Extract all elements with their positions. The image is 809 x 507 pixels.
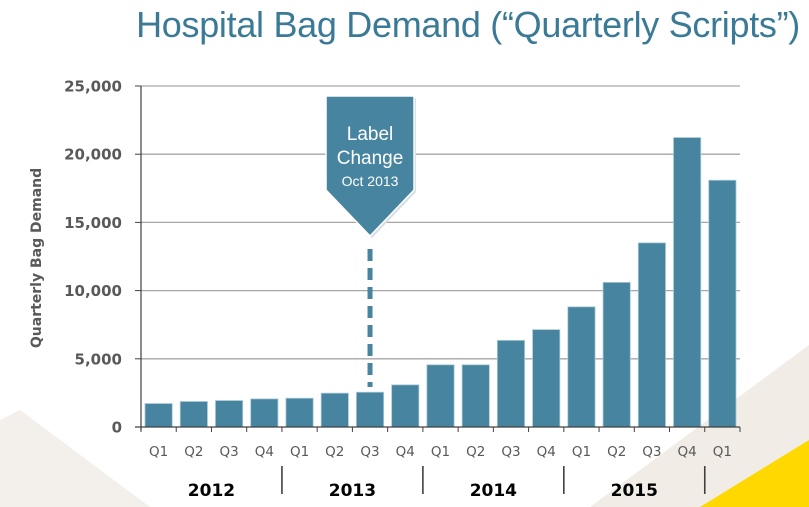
x-tick-label: Q4 [678, 444, 697, 460]
callout-line-3: Oct 2013 [342, 173, 399, 189]
y-tick-label: 5,000 [75, 350, 122, 368]
x-tick-label: Q4 [255, 444, 274, 460]
year-label: 2013 [329, 481, 376, 501]
bar [320, 392, 349, 428]
x-tick-label: Q1 [290, 444, 309, 460]
x-tick-label: Q2 [607, 444, 626, 460]
x-axis-ticks: Q1 Q2 Q3 Q4 Q1 Q2 Q3 Q4 Q1 Q2 Q3 Q4 Q1 Q2 Q3 Q4 Q1 [140, 427, 741, 460]
callout-arrow-shape [325, 95, 415, 238]
chart-title: Hospital Bag Demand (“Quarterly Scripts”… [136, 4, 800, 45]
x-tick-label: Q2 [466, 444, 485, 460]
bar [602, 282, 631, 428]
x-tick-label: Q1 [149, 444, 168, 460]
bar [179, 401, 208, 428]
background-swoosh-left [0, 410, 150, 507]
x-tick-label: Q4 [537, 444, 556, 460]
y-tick-label: 25,000 [64, 78, 122, 96]
year-labels: 2012 2013 2014 2015 [188, 466, 706, 501]
bar [391, 384, 420, 428]
bar [461, 364, 490, 428]
axes [135, 86, 740, 431]
year-label: 2014 [470, 481, 517, 501]
x-tick-label: Q2 [184, 444, 203, 460]
bar [673, 137, 702, 428]
bar [215, 400, 244, 428]
bar [144, 403, 173, 428]
bar [496, 339, 525, 428]
y-tick-label: 20,000 [64, 146, 122, 164]
bar [250, 398, 279, 428]
label-change-callout: Label Change Oct 2013 [325, 95, 417, 387]
callout-line-2: Change [337, 148, 404, 169]
bar [356, 391, 385, 428]
bar [567, 306, 596, 428]
x-tick-label: Q3 [219, 444, 238, 460]
x-tick-label: Q2 [325, 444, 344, 460]
y-axis-label: Quarterly Bag Demand [29, 168, 45, 348]
bar [426, 364, 455, 428]
y-axis-ticks: 0 5,000 10,000 15,000 20,000 25,000 [64, 78, 141, 437]
bar [708, 179, 737, 428]
background-yellow-accent [700, 440, 809, 507]
x-tick-label: Q3 [360, 444, 379, 460]
x-tick-label: Q1 [431, 444, 450, 460]
callout-line-1: Label [347, 124, 394, 145]
y-tick-label: 0 [112, 419, 122, 437]
y-tick-label: 10,000 [64, 282, 122, 300]
bars [144, 137, 737, 428]
bar [637, 242, 666, 428]
x-tick-label: Q1 [572, 444, 591, 460]
bar [532, 329, 561, 428]
y-tick-label: 15,000 [64, 214, 122, 232]
x-tick-label: Q3 [642, 444, 661, 460]
x-tick-label: Q1 [713, 444, 732, 460]
year-label: 2015 [611, 481, 658, 501]
bar [285, 397, 314, 428]
x-tick-label: Q4 [396, 444, 415, 460]
year-label: 2012 [188, 481, 235, 501]
x-tick-label: Q3 [501, 444, 520, 460]
